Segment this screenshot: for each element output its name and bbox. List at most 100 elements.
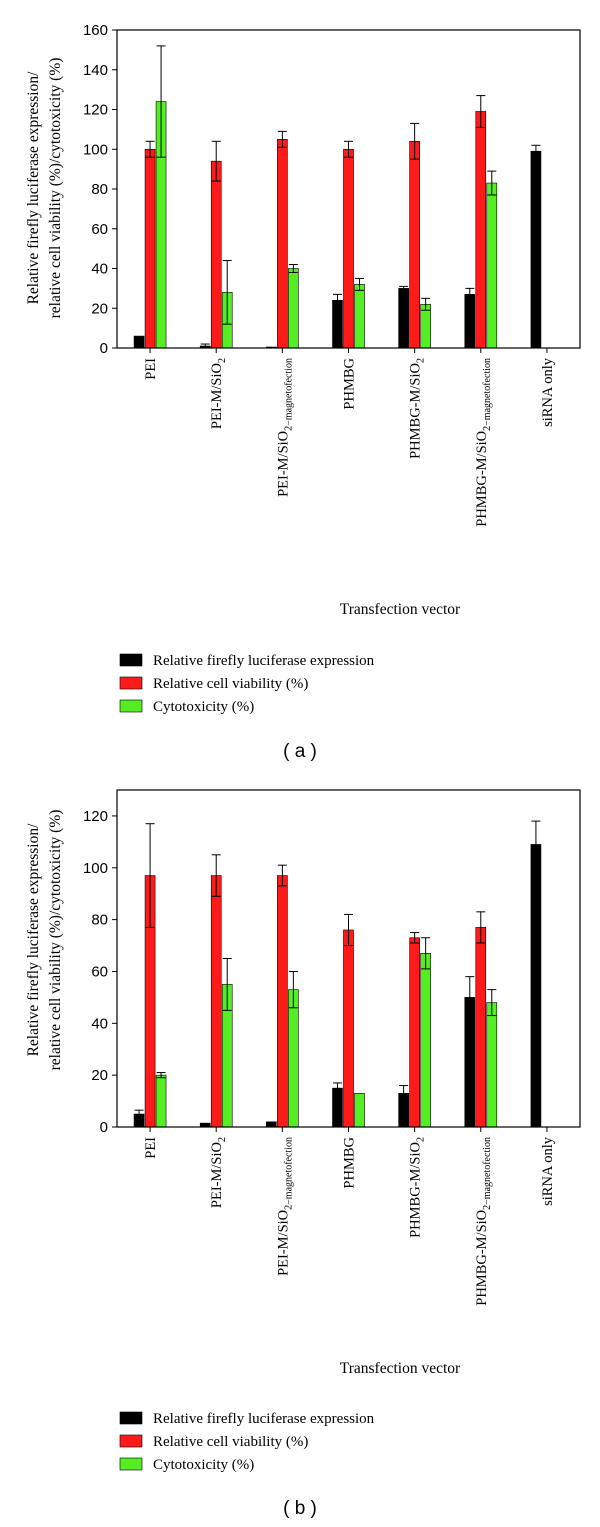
bar-relative-cell-viability bbox=[475, 927, 487, 1128]
error-bar-relative-cell-viability bbox=[410, 122, 420, 160]
x-tick-label: PHMBG-M/SiO2 bbox=[408, 358, 427, 459]
error-bar-cytotoxicity bbox=[487, 170, 497, 196]
error-bar-cytotoxicity bbox=[355, 277, 364, 291]
x-tick-label: PHMBG-M/SiO2 bbox=[408, 1137, 427, 1238]
panel-a-legend-swatch-viability bbox=[119, 676, 143, 690]
y-tick-label: 40 bbox=[91, 1015, 108, 1032]
bar-relative-cell-viability bbox=[475, 111, 487, 349]
bar-relative-firefly-luciferase-expression bbox=[530, 150, 542, 349]
panel-a: Relative firefly luciferase expression/ … bbox=[25, 22, 581, 762]
error-bar-cytotoxicity bbox=[156, 45, 166, 158]
error-bar-cytotoxicity bbox=[222, 958, 232, 1011]
panel-a-ylabel-line-2: relative cell viability (%)/cytotoxicity… bbox=[47, 58, 64, 319]
bar-cytotoxicity bbox=[354, 284, 365, 349]
y-tick-label: 60 bbox=[91, 963, 108, 980]
panel-b-error-bars bbox=[134, 820, 541, 1119]
panel-a-ylabel-line-1: Relative firefly luciferase expression/ bbox=[25, 71, 42, 305]
error-bar-relative-cell-viability bbox=[277, 864, 287, 887]
x-tick-label: PEI bbox=[143, 1137, 159, 1159]
bar-relative-cell-viability bbox=[210, 875, 222, 1128]
panel-b-legend-viability: Relative cell viability (%) bbox=[153, 1434, 308, 1450]
panel-a-x-labels: PEI PEI-M/SiO2 PEI-M/SiO2−magnetofection PH… bbox=[143, 348, 556, 527]
error-bar-relative-firefly-luciferase-expression bbox=[465, 976, 475, 1019]
bar-cytotoxicity bbox=[486, 1002, 498, 1128]
error-bar-relative-cell-viability bbox=[211, 140, 221, 182]
panel-b-legend-swatch-viability bbox=[119, 1434, 143, 1448]
panel-a-legend: Relative firefly luciferase expression R… bbox=[119, 653, 375, 715]
bar-relative-cell-viability bbox=[343, 148, 354, 349]
bar-relative-cell-viability bbox=[210, 160, 222, 349]
panel-b-legend-swatch-luciferase bbox=[119, 1411, 143, 1425]
error-bar-relative-firefly-luciferase-expression bbox=[399, 285, 409, 291]
panel-a-legend-swatch-luciferase bbox=[119, 653, 143, 667]
y-tick-label: 80 bbox=[91, 181, 108, 198]
panel-b-legend: Relative firefly luciferase expression R… bbox=[119, 1411, 375, 1473]
bar-cytotoxicity bbox=[420, 953, 431, 1128]
error-bar-cytotoxicity bbox=[288, 970, 298, 1009]
error-bar-cytotoxicity bbox=[421, 297, 431, 311]
error-bar-relative-firefly-luciferase-expression bbox=[333, 1082, 342, 1094]
error-bar-relative-firefly-luciferase-expression bbox=[531, 820, 541, 869]
error-bar-relative-cell-viability bbox=[145, 823, 155, 928]
bar-relative-firefly-luciferase-expression bbox=[398, 288, 409, 349]
panel-b-legend-cytotoxicity: Cytotoxicity (%) bbox=[153, 1457, 254, 1473]
error-bar-relative-firefly-luciferase-expression bbox=[465, 287, 475, 301]
panel-b-x-labels: PEI PEI-M/SiO2 PEI-M/SiO2−magnetofection PH… bbox=[143, 1127, 556, 1306]
panel-a-legend-viability: Relative cell viability (%) bbox=[153, 676, 308, 692]
x-tick-label: PHMBG-M/SiO2−magnetofection bbox=[474, 1137, 493, 1306]
error-bar-relative-cell-viability bbox=[476, 95, 486, 128]
panel-a-xlabel: Transfection vector bbox=[340, 601, 461, 618]
bar-relative-firefly-luciferase-expression bbox=[464, 294, 476, 349]
x-tick-label: PEI-M/SiO2−magnetofection bbox=[275, 1137, 294, 1276]
panel-b-xlabel: Transfection vector bbox=[340, 1360, 461, 1377]
x-tick-label: siRNA only bbox=[540, 1136, 556, 1206]
error-bar-cytotoxicity bbox=[421, 937, 431, 970]
error-bar-relative-cell-viability bbox=[211, 854, 221, 897]
panel-b-y-axis: 0 20 40 60 80 100 120 bbox=[83, 808, 117, 1136]
panel-a-y-axis: 0 20 40 60 80 100 120 140 160 bbox=[83, 22, 117, 357]
x-tick-label: PHMBG bbox=[342, 357, 358, 409]
error-bar-cytotoxicity bbox=[288, 264, 298, 273]
panel-a-legend-cytotoxicity: Cytotoxicity (%) bbox=[153, 699, 254, 715]
error-bar-relative-cell-viability bbox=[476, 911, 486, 944]
bar-relative-firefly-luciferase-expression bbox=[266, 1121, 277, 1128]
y-tick-label: 20 bbox=[91, 1067, 108, 1084]
y-tick-label: 80 bbox=[91, 912, 108, 929]
error-bar-relative-firefly-luciferase-expression bbox=[134, 1109, 144, 1119]
error-bar-relative-cell-viability bbox=[277, 130, 287, 148]
panel-b-legend-swatch-cytotoxicity bbox=[119, 1457, 143, 1471]
error-bar-relative-cell-viability bbox=[410, 932, 420, 944]
error-bar-relative-firefly-luciferase-expression bbox=[531, 144, 541, 158]
bar-relative-cell-viability bbox=[409, 141, 420, 349]
bar-cytotoxicity bbox=[420, 303, 431, 349]
error-bar-relative-cell-viability bbox=[145, 140, 155, 158]
y-tick-label: 20 bbox=[91, 300, 108, 317]
panel-b-legend-luciferase: Relative firefly luciferase expression bbox=[153, 1411, 375, 1427]
error-bar-relative-cell-viability bbox=[344, 913, 353, 947]
y-tick-label: 120 bbox=[83, 808, 108, 825]
error-bar-cytotoxicity bbox=[156, 1072, 166, 1079]
panel-a-legend-luciferase: Relative firefly luciferase expression bbox=[153, 653, 375, 669]
bar-relative-cell-viability bbox=[343, 929, 354, 1128]
x-tick-label: PEI-M/SiO2−magnetofection bbox=[275, 358, 294, 497]
bar-relative-cell-viability bbox=[144, 148, 156, 349]
y-tick-label: 40 bbox=[91, 261, 108, 278]
bar-relative-cell-viability bbox=[409, 937, 420, 1128]
bar-relative-firefly-luciferase-expression bbox=[530, 844, 542, 1128]
x-tick-label: siRNA only bbox=[540, 357, 556, 427]
bar-cytotoxicity bbox=[288, 989, 299, 1128]
bar-cytotoxicity bbox=[155, 1074, 167, 1128]
y-tick-label: 0 bbox=[100, 1119, 108, 1136]
bar-relative-firefly-luciferase-expression bbox=[332, 299, 343, 349]
y-tick-label: 100 bbox=[83, 860, 108, 877]
bar-cytotoxicity bbox=[354, 1093, 365, 1128]
error-bar-relative-cell-viability bbox=[344, 140, 353, 158]
y-tick-label: 140 bbox=[83, 62, 108, 79]
panel-b: Relative firefly luciferase expression/ … bbox=[25, 789, 581, 1519]
x-tick-label: PEI-M/SiO2 bbox=[209, 1137, 228, 1208]
panel-a-error-bars bbox=[145, 45, 541, 349]
error-bar-cytotoxicity bbox=[487, 989, 497, 1017]
y-tick-label: 160 bbox=[83, 22, 108, 39]
panel-a-label: ( a ) bbox=[283, 741, 317, 762]
